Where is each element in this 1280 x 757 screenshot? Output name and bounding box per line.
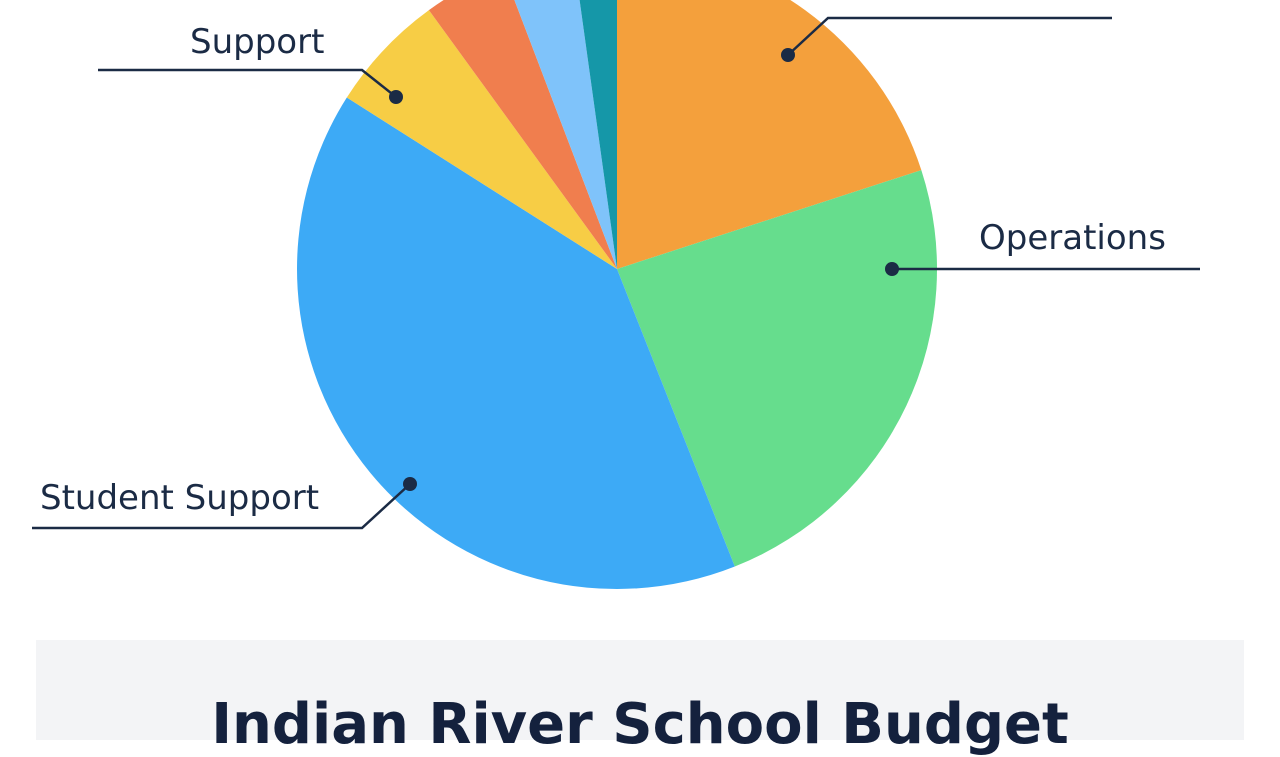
- slice-label-support: Support: [190, 22, 324, 62]
- leader-dot: [389, 90, 403, 104]
- pie-slice-unlabeled-5: [514, 0, 617, 269]
- pie-chart: Operations Student Support Support: [32, 0, 1200, 589]
- leader-dot: [403, 477, 417, 491]
- pie-slice-operations: [617, 170, 938, 567]
- callout-top-right: [781, 16, 1112, 62]
- pie-slice-unlabeled-6: [579, 0, 617, 269]
- leader-line: [98, 68, 397, 98]
- callout-student-support: Student Support: [32, 477, 417, 530]
- slice-label-operations: Operations: [979, 218, 1166, 258]
- pie-slice-support: [346, 10, 617, 270]
- callout-support: Support: [98, 22, 403, 104]
- slice-label-student-support: Student Support: [40, 478, 319, 518]
- pie-slice-student-support: [297, 97, 735, 589]
- pie-slice-unlabeled-4: [428, 0, 617, 269]
- pie-slices: [297, 0, 938, 589]
- chart-title: Indian River School Budget: [211, 692, 1069, 757]
- title-panel: Indian River School Budget: [36, 640, 1244, 757]
- callout-operations: Operations: [885, 218, 1200, 276]
- leader-line: [32, 483, 411, 530]
- leader-line: [787, 16, 1112, 56]
- leader-dot: [885, 262, 899, 276]
- pie-slice-unlabeled-0: [617, 0, 922, 269]
- leader-dot: [781, 48, 795, 62]
